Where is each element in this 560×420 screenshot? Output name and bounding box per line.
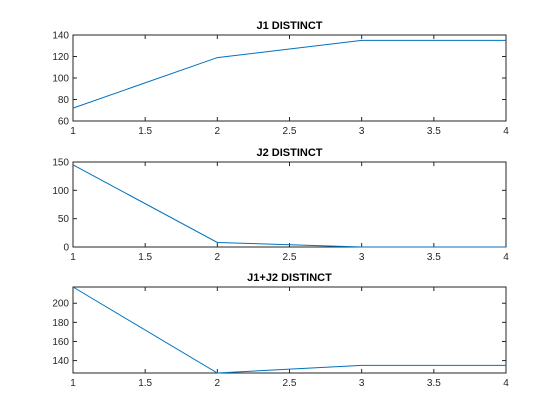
series-line: [72, 39, 506, 109]
tick-layer: 1 1.5 2 2.5 3 3.5 4 0 50 100 150: [52, 158, 509, 264]
x-tick-label: 2: [215, 378, 221, 389]
subplot-j1: J1 DISTINCT 1 1.5 2 2.5 3 3.5 4 60 80 100 120 140: [52, 20, 509, 137]
y-tick-label: 140: [52, 356, 69, 367]
axes-box: [72, 286, 507, 374]
tick-layer: 1 1.5 2 2.5 3 3.5 4 140 160 180 200: [52, 287, 509, 389]
axes-box: [72, 161, 507, 248]
x-tick-label: 3.5: [427, 126, 441, 137]
x-tick-label: 2: [215, 252, 221, 263]
y-tick-label: 80: [58, 95, 70, 106]
y-tick-label: 200: [52, 299, 69, 310]
series-layer: [72, 286, 506, 374]
x-tick-label: 1: [70, 378, 76, 389]
series-layer: [72, 39, 506, 109]
x-tick-label: 2: [215, 126, 221, 137]
subplot-j2: J2 DISTINCT 1 1.5 2 2.5 3 3.5 4 0 50 100 150: [52, 147, 509, 263]
x-tick-label: 1: [70, 126, 76, 137]
y-tick-label: 0: [63, 243, 69, 254]
y-tick-label: 150: [52, 158, 69, 169]
axes-box: [72, 34, 507, 122]
x-tick-label: 1.5: [138, 126, 152, 137]
x-tick-label: 3: [359, 252, 365, 263]
x-tick-label: 2.5: [283, 126, 297, 137]
series-line: [72, 286, 506, 374]
subplot-j1-j2: J1+J2 DISTINCT 1 1.5 2 2.5 3 3.5 4 140 160 180 200: [52, 272, 509, 389]
x-tick-label: 3.5: [427, 378, 441, 389]
y-tick-label: 120: [52, 52, 69, 63]
y-tick-label: 100: [52, 186, 69, 197]
series-layer: [72, 164, 506, 248]
y-tick-label: 60: [58, 117, 70, 128]
x-tick-label: 2.5: [283, 252, 297, 263]
x-tick-label: 3: [359, 126, 365, 137]
x-tick-label: 3.5: [427, 252, 441, 263]
y-tick-label: 160: [52, 337, 69, 348]
y-tick-label: 100: [52, 74, 69, 85]
x-tick-label: 1.5: [138, 252, 152, 263]
y-tick-label: 180: [52, 318, 69, 329]
y-tick-label: 50: [58, 214, 70, 225]
x-tick-label: 4: [503, 126, 509, 137]
y-tick-label: 140: [52, 31, 69, 42]
panel-title: J2 DISTINCT: [256, 147, 322, 159]
x-tick-label: 4: [503, 252, 509, 263]
series-line: [72, 164, 506, 248]
x-tick-label: 3: [359, 378, 365, 389]
panel-title: J1 DISTINCT: [256, 20, 322, 32]
panel-title: J1+J2 DISTINCT: [247, 272, 332, 284]
x-tick-label: 2.5: [283, 378, 297, 389]
tick-layer: 1 1.5 2 2.5 3 3.5 4 60 80 100 120 140: [52, 31, 509, 138]
x-tick-label: 1: [70, 252, 76, 263]
x-tick-label: 1.5: [138, 378, 152, 389]
x-tick-label: 4: [503, 378, 509, 389]
